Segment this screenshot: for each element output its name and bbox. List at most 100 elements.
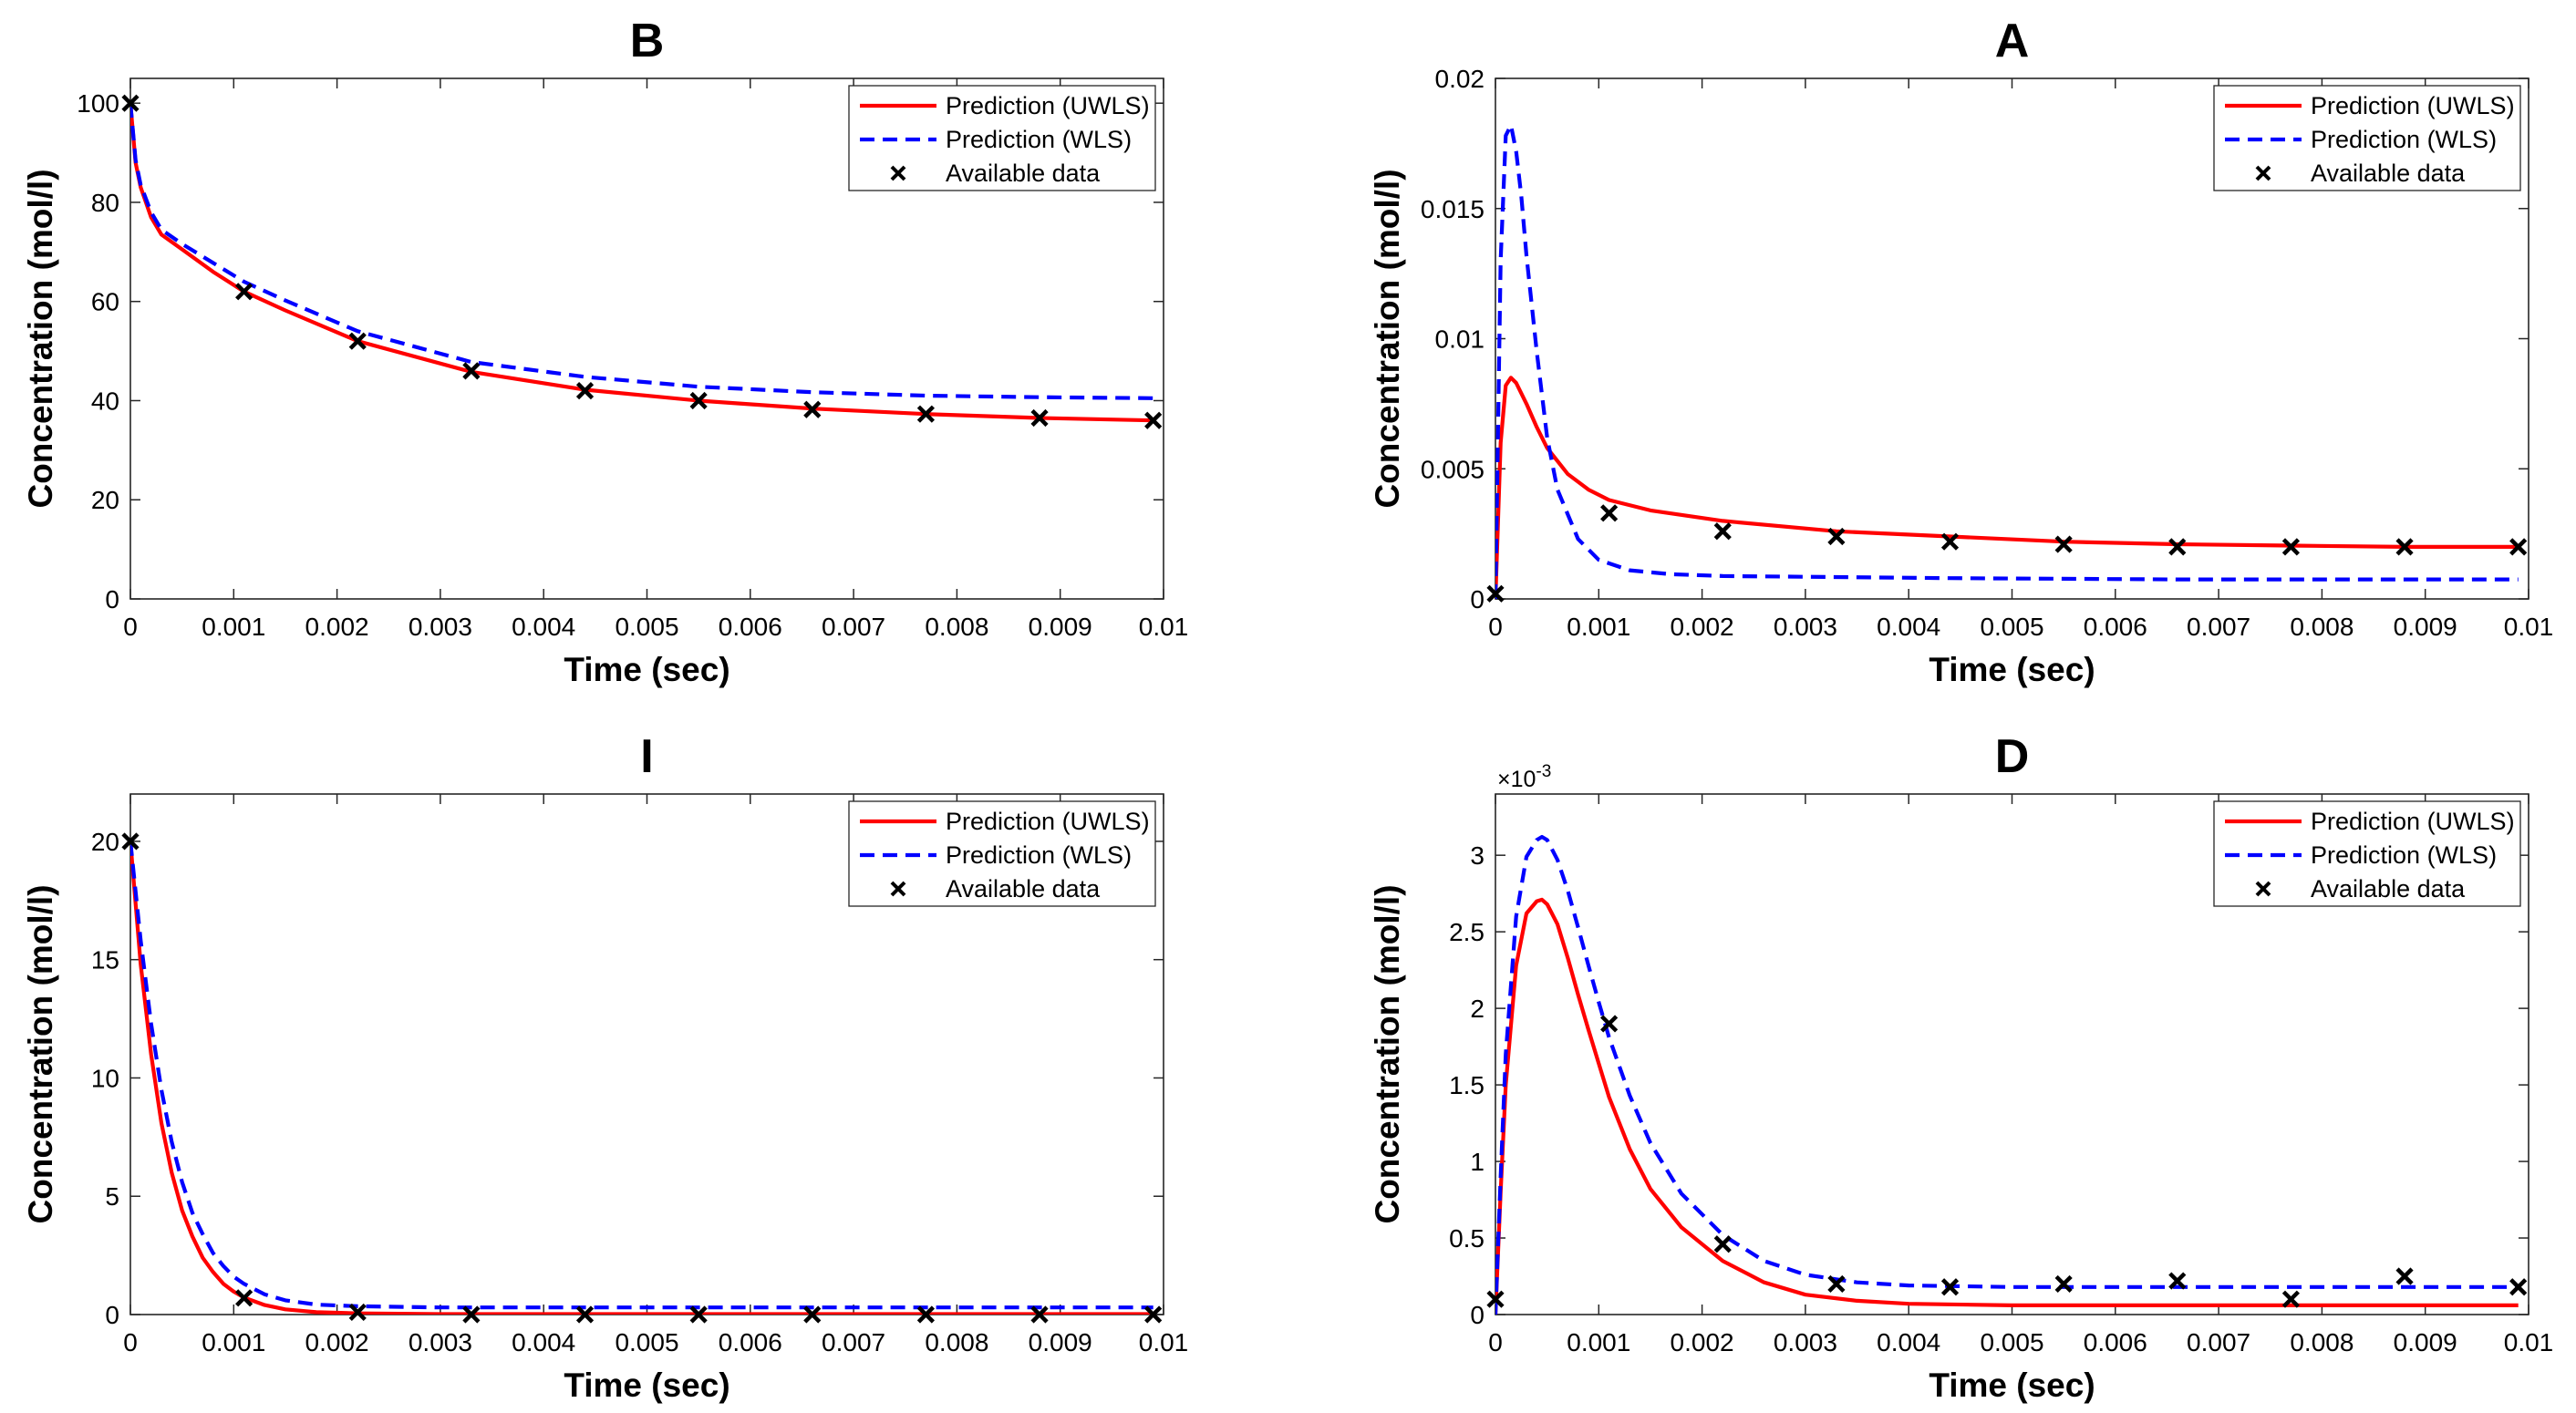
x-tick-label: 0.001 xyxy=(202,613,265,641)
legend-label: Available data xyxy=(946,875,1101,902)
panel-I: 0 0.001 0.002 0.003 0.004 0.005 0.006 0.007 0.00… xyxy=(22,730,1188,1404)
data-marker xyxy=(689,391,708,410)
y-tick-label: 5 xyxy=(105,1182,119,1211)
x-tick-label: 0 xyxy=(1488,1328,1503,1356)
data-marker xyxy=(1827,1274,1846,1294)
y-tick-label: 0 xyxy=(105,585,119,614)
x-tick-label: 0.009 xyxy=(2394,613,2457,641)
data-marker xyxy=(121,832,140,851)
legend-label: Prediction (WLS) xyxy=(946,841,1132,869)
x-tick-label: 0.006 xyxy=(2084,613,2147,641)
data-marker xyxy=(1144,1305,1163,1324)
data-marker xyxy=(1486,1290,1505,1308)
data-marker xyxy=(1940,532,1960,551)
y-tick-label: 0.005 xyxy=(1421,455,1485,483)
x-tick-label: 0.009 xyxy=(1029,613,1092,641)
y-axis-label: Concentration (mol/l) xyxy=(1369,884,1406,1223)
x-axis-label: Time (sec) xyxy=(1929,1367,2095,1404)
x-tick-label: 0.002 xyxy=(1671,613,1734,641)
legend: Prediction (UWLS) Prediction (WLS) Availab… xyxy=(848,800,1156,907)
x-tick-label: 0.01 xyxy=(1139,613,1189,641)
x-tick-label: 0.01 xyxy=(2504,613,2554,641)
x-tick-label: 0.002 xyxy=(1671,1328,1734,1356)
x-tick-label: 0.01 xyxy=(1139,1328,1189,1356)
data-marker xyxy=(689,1305,708,1324)
data-marker xyxy=(235,283,253,301)
x-tick-label: 0.002 xyxy=(305,1328,369,1356)
data-marker xyxy=(1600,504,1619,522)
x-tick-label: 0.006 xyxy=(719,613,782,641)
data-marker xyxy=(462,362,481,380)
legend-label: Available data xyxy=(2311,875,2466,902)
x-tick-label: 0.004 xyxy=(512,613,575,641)
y-tick-label: 0.01 xyxy=(1435,325,1485,354)
x-tick-label: 0.008 xyxy=(2290,613,2354,641)
y-tick-label: 2 xyxy=(1470,995,1485,1023)
y-tick-label: 10 xyxy=(91,1064,119,1092)
x-tick-label: 0.003 xyxy=(409,613,472,641)
x-tick-label: 0.007 xyxy=(822,1328,885,1356)
legend-label: Prediction (UWLS) xyxy=(946,808,1150,835)
x-tick-label: 0.003 xyxy=(1774,1328,1837,1356)
x-tick-label: 0.009 xyxy=(2394,1328,2457,1356)
data-marker xyxy=(803,400,822,418)
x-tick-label: 0.008 xyxy=(925,613,988,641)
data-marker xyxy=(462,1305,481,1324)
series-line-uwls xyxy=(1495,376,2519,599)
x-tick-label: 0 xyxy=(1488,613,1503,641)
x-tick-label: 0.003 xyxy=(1774,613,1837,641)
legend: Prediction (UWLS) Prediction (WLS) Availab… xyxy=(2213,800,2521,907)
x-axis-label: Time (sec) xyxy=(564,651,729,688)
x-tick-label: 0.005 xyxy=(1980,613,2043,641)
data-marker xyxy=(1144,411,1163,429)
panel-title: A xyxy=(1995,15,2030,67)
y-axis-exponent: ×10-3 xyxy=(1497,762,1551,792)
data-marker xyxy=(1940,1278,1960,1296)
data-marker xyxy=(2395,1267,2414,1285)
data-marker xyxy=(121,94,140,112)
series-line-wls xyxy=(130,841,1154,1310)
legend-box xyxy=(2213,85,2521,191)
x-tick-label: 0.01 xyxy=(2504,1328,2554,1356)
data-marker xyxy=(2054,1274,2073,1294)
panel-A: 0 0.001 0.002 0.003 0.004 0.005 0.006 0.007 0.00… xyxy=(1369,15,2553,688)
y-tick-label: 0.015 xyxy=(1421,195,1485,223)
legend-label: Prediction (WLS) xyxy=(2311,126,2497,153)
x-tick-label: 0.005 xyxy=(615,613,678,641)
y-tick-label: 2.5 xyxy=(1449,918,1485,946)
x-tick-label: 0.007 xyxy=(2187,613,2250,641)
data-marker xyxy=(2054,535,2073,553)
data-marker xyxy=(575,1305,595,1324)
y-axis-label: Concentration (mol/l) xyxy=(22,169,59,508)
series-line-uwls xyxy=(130,841,1154,1315)
x-tick-label: 0.004 xyxy=(1877,613,1940,641)
y-tick-label: 3 xyxy=(1470,841,1485,870)
legend-label: Available data xyxy=(2311,160,2466,187)
y-tick-label: 15 xyxy=(91,946,119,975)
x-tick-label: 0.004 xyxy=(512,1328,575,1356)
y-tick-label: 1.5 xyxy=(1449,1071,1485,1099)
panel-D: 0 0.001 0.002 0.003 0.004 0.005 0.006 0.007 0.00… xyxy=(1369,730,2553,1404)
x-tick-label: 0.008 xyxy=(925,1328,988,1356)
data-marker xyxy=(803,1305,822,1324)
x-tick-label: 0.004 xyxy=(1877,1328,1940,1356)
y-tick-label: 0.02 xyxy=(1435,65,1485,93)
data-marker xyxy=(2395,538,2414,556)
series-line-wls xyxy=(130,103,1154,400)
legend-label: Prediction (WLS) xyxy=(2311,841,2497,869)
legend-marker xyxy=(2255,165,2271,181)
y-axis-label: Concentration (mol/l) xyxy=(22,884,59,1223)
data-marker xyxy=(2281,538,2301,556)
data-marker xyxy=(2281,1290,2301,1308)
y-axis-exponent-power: -3 xyxy=(1536,762,1551,781)
data-marker xyxy=(916,405,936,423)
data-marker xyxy=(2509,1278,2528,1296)
x-tick-label: 0.001 xyxy=(1567,613,1630,641)
x-axis-label: Time (sec) xyxy=(564,1367,729,1404)
legend-label: Prediction (UWLS) xyxy=(2311,808,2515,835)
legend: Prediction (UWLS) Prediction (WLS) Availab… xyxy=(2213,85,2521,191)
x-tick-label: 0 xyxy=(123,1328,138,1356)
y-tick-label: 0 xyxy=(1470,1301,1485,1329)
y-tick-label: 0.5 xyxy=(1449,1224,1485,1253)
